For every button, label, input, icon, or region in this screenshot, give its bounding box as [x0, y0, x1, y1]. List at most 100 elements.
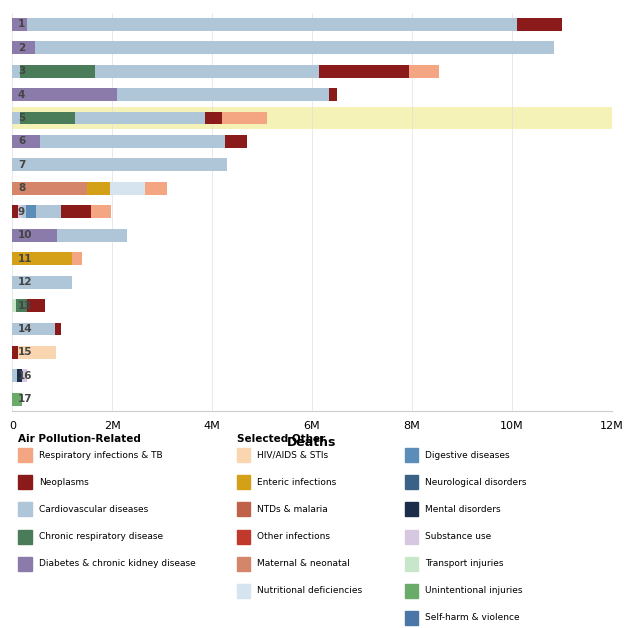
Text: 1: 1 — [18, 19, 25, 30]
Bar — [237, 556, 250, 571]
Text: Diabetes & chronic kidney disease: Diabetes & chronic kidney disease — [39, 559, 195, 568]
Bar — [27, 18, 517, 31]
Text: Enteric infections: Enteric infections — [258, 478, 337, 487]
Text: Neoplasms: Neoplasms — [39, 478, 89, 487]
Bar — [20, 65, 95, 78]
Bar — [12, 112, 20, 124]
Bar — [12, 158, 227, 171]
Bar — [35, 41, 554, 54]
Bar — [12, 88, 117, 101]
Bar — [20, 112, 75, 124]
Bar — [26, 205, 36, 219]
Bar — [40, 135, 50, 148]
Text: Transport injuries: Transport injuries — [425, 559, 504, 568]
Bar — [12, 252, 72, 265]
Bar — [517, 18, 562, 31]
Bar — [405, 529, 418, 543]
Bar — [17, 369, 22, 382]
Text: Nutritional deficiencies: Nutritional deficiencies — [258, 586, 363, 595]
Text: 5: 5 — [18, 113, 25, 123]
Bar — [12, 229, 57, 242]
Bar — [12, 205, 19, 219]
Bar — [16, 299, 27, 312]
Bar — [72, 252, 82, 265]
Bar — [405, 448, 418, 462]
Text: 2: 2 — [18, 43, 25, 53]
Bar — [36, 205, 61, 219]
Bar — [237, 583, 250, 598]
Bar — [12, 323, 55, 335]
Bar — [19, 556, 32, 571]
Bar — [135, 88, 329, 101]
Bar — [19, 346, 56, 359]
Bar — [12, 369, 17, 382]
Bar — [12, 41, 35, 54]
Bar — [222, 112, 267, 124]
Bar — [55, 323, 61, 335]
Bar — [319, 65, 409, 78]
Bar — [205, 112, 222, 124]
Bar — [19, 475, 32, 489]
Bar — [405, 583, 418, 598]
Bar — [61, 205, 91, 219]
Bar — [405, 611, 418, 625]
Text: 3: 3 — [18, 66, 25, 76]
Text: 4: 4 — [18, 90, 26, 100]
Bar — [117, 88, 135, 101]
Bar — [405, 475, 418, 489]
Bar — [237, 475, 250, 489]
Text: Maternal & neonatal: Maternal & neonatal — [258, 559, 350, 568]
Text: Digestive diseases: Digestive diseases — [425, 451, 510, 460]
Text: Neurological disorders: Neurological disorders — [425, 478, 527, 487]
Bar — [12, 276, 72, 289]
Bar — [405, 556, 418, 571]
Text: 14: 14 — [18, 324, 32, 334]
Bar — [225, 135, 247, 148]
Bar — [22, 205, 26, 219]
Bar — [145, 182, 167, 195]
Bar — [12, 393, 22, 406]
Bar — [12, 182, 87, 195]
Text: Other infections: Other infections — [258, 532, 331, 541]
Text: 7: 7 — [18, 160, 26, 170]
Bar — [12, 107, 612, 129]
Bar — [237, 529, 250, 543]
Bar — [409, 65, 439, 78]
Bar — [12, 346, 19, 359]
Text: Air Pollution-Related: Air Pollution-Related — [19, 434, 142, 444]
Text: Cardiovascular diseases: Cardiovascular diseases — [39, 505, 148, 514]
Bar — [22, 369, 27, 382]
Text: 16: 16 — [18, 371, 32, 381]
Bar — [19, 529, 32, 543]
Bar — [12, 65, 20, 78]
Bar — [12, 299, 16, 312]
Bar — [95, 65, 319, 78]
Text: 10: 10 — [18, 230, 32, 241]
Bar — [27, 299, 45, 312]
Bar — [405, 502, 418, 516]
Text: Unintentional injuries: Unintentional injuries — [425, 586, 523, 595]
Text: Substance use: Substance use — [425, 532, 492, 541]
X-axis label: Deaths: Deaths — [287, 436, 337, 450]
Bar — [12, 135, 40, 148]
Text: HIV/AIDS & STIs: HIV/AIDS & STIs — [258, 451, 329, 460]
Bar — [237, 502, 250, 516]
Text: Self-harm & violence: Self-harm & violence — [425, 614, 520, 622]
Text: Mental disorders: Mental disorders — [425, 505, 501, 514]
Text: Chronic respiratory disease: Chronic respiratory disease — [39, 532, 163, 541]
Text: 12: 12 — [18, 277, 32, 287]
Bar — [91, 205, 111, 219]
Bar — [57, 229, 127, 242]
Bar — [19, 448, 32, 462]
Text: 9: 9 — [18, 207, 25, 217]
Bar — [19, 502, 32, 516]
Bar — [12, 18, 27, 31]
Text: 13: 13 — [18, 301, 32, 311]
Text: 11: 11 — [18, 254, 32, 264]
Bar — [19, 205, 22, 219]
Bar — [329, 88, 337, 101]
Bar — [75, 112, 205, 124]
Text: Respiratory infections & TB: Respiratory infections & TB — [39, 451, 162, 460]
Bar — [110, 182, 145, 195]
Bar — [87, 182, 110, 195]
